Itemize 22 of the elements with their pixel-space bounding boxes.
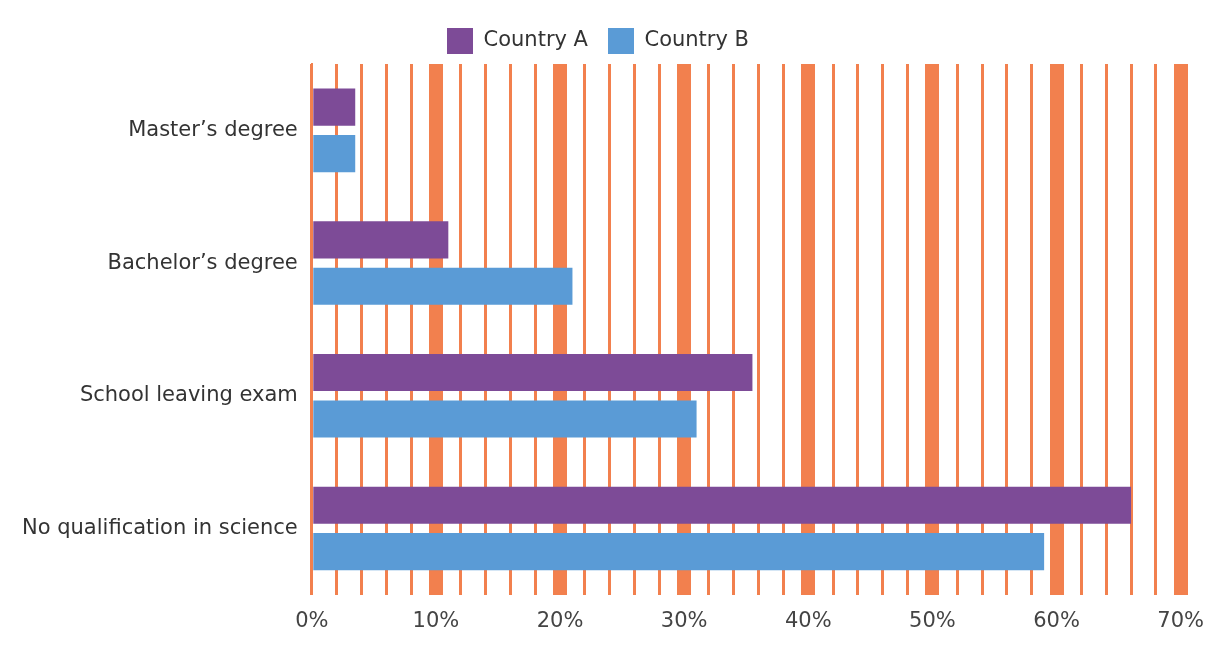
bar: [313, 353, 753, 392]
y-tick-label: Master’s degree: [128, 116, 298, 141]
bar: [313, 135, 356, 173]
x-tick-label: 0%: [295, 607, 329, 632]
y-tick-label: School leaving exam: [79, 382, 298, 407]
legend-label: Country A: [483, 27, 589, 52]
bar: [313, 88, 356, 126]
y-tick-label: No qualification in science: [21, 514, 298, 539]
y-tick-label: Bachelor’s degree: [107, 249, 298, 274]
bar: [313, 221, 449, 259]
bar: [313, 533, 1045, 571]
x-tick-label: 60%: [1033, 607, 1080, 632]
x-tick-label: 10%: [412, 607, 460, 632]
bar: [313, 267, 573, 305]
x-tick-label: 50%: [909, 607, 956, 632]
x-tick-label: 40%: [784, 607, 832, 632]
legend-label: Country B: [644, 27, 749, 52]
x-tick-label: 20%: [536, 607, 584, 632]
x-tick-label: 70%: [1157, 607, 1205, 632]
bar: [313, 400, 697, 438]
bar: [313, 486, 1132, 524]
x-tick-label: 30%: [660, 607, 708, 632]
